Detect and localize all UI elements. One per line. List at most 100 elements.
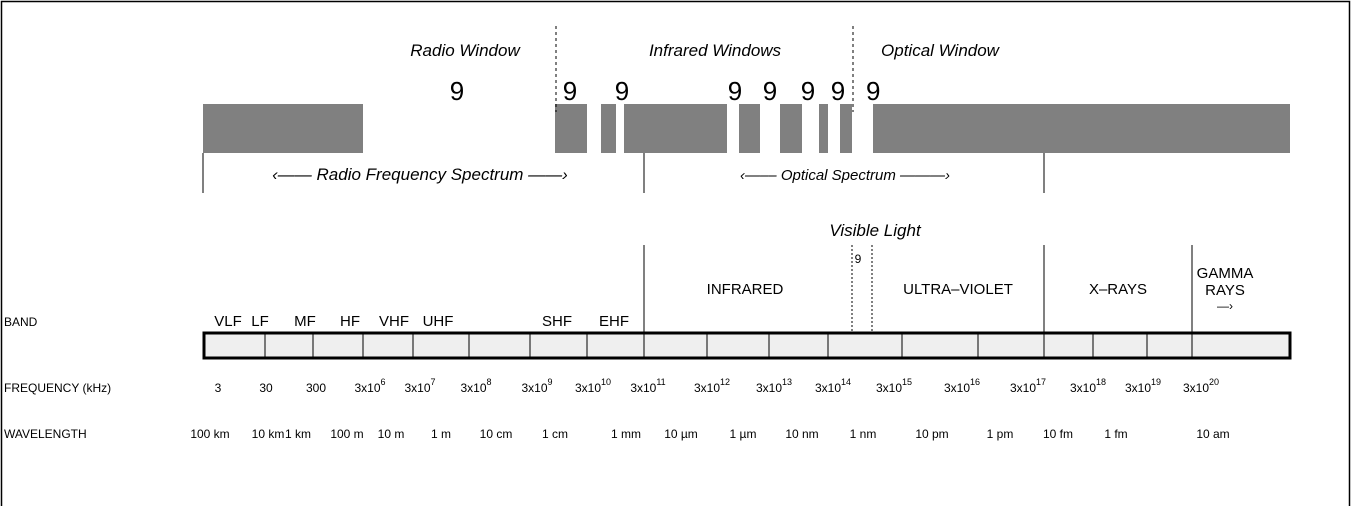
frequency-exp: 11 bbox=[656, 377, 665, 387]
window-glyph: 9 bbox=[763, 76, 777, 106]
frequency-exp: 8 bbox=[487, 377, 492, 387]
band: SHF bbox=[542, 313, 572, 330]
frequency-exp: 15 bbox=[902, 377, 912, 387]
frequency: 300 bbox=[306, 381, 326, 395]
frequency-exp: 12 bbox=[720, 377, 730, 387]
wavelength: 10 pm bbox=[915, 427, 948, 441]
optical-window: Optical Window bbox=[881, 41, 1001, 60]
frequency-base: 3x10 bbox=[575, 381, 601, 395]
wavelength: 100 m bbox=[330, 427, 363, 441]
wavelength: 10 cm bbox=[480, 427, 513, 441]
frequency: 3x1013 bbox=[756, 377, 792, 395]
band-box bbox=[202, 331, 1292, 360]
frequency-base: 3x10 bbox=[404, 381, 430, 395]
frequency-exp: 20 bbox=[1209, 377, 1219, 387]
frequency: 3x109 bbox=[521, 377, 552, 395]
frequency: 3x107 bbox=[404, 377, 435, 395]
frequency-exp: 18 bbox=[1096, 377, 1106, 387]
frequency-base: 3x10 bbox=[1125, 381, 1151, 395]
frequency-exp: 9 bbox=[548, 377, 553, 387]
frequency-exp: 14 bbox=[841, 377, 851, 387]
frequency-exp: 16 bbox=[970, 377, 980, 387]
wavelength: 1 pm bbox=[987, 427, 1014, 441]
wavelength: 10 m bbox=[378, 427, 405, 441]
radio-window: Radio Window bbox=[410, 41, 521, 60]
window-bars bbox=[203, 104, 1290, 153]
frequency: 30 bbox=[259, 381, 273, 395]
frequency: 3x1015 bbox=[876, 377, 912, 395]
wavelength: 1 fm bbox=[1104, 427, 1127, 441]
frequency-base: 300 bbox=[306, 381, 326, 395]
frequency-exp: 13 bbox=[782, 377, 792, 387]
band: VHF bbox=[379, 313, 409, 330]
wavelength: 1 km bbox=[285, 427, 311, 441]
wavelength: 10 fm bbox=[1043, 427, 1073, 441]
wavelength: 10 am bbox=[1196, 427, 1229, 441]
frequency-base: 3x10 bbox=[756, 381, 782, 395]
window-glyph: 9 bbox=[728, 76, 742, 106]
radio-spectrum: ‹—— Radio Frequency Spectrum ——› bbox=[272, 165, 568, 184]
band: UHF bbox=[423, 313, 454, 330]
wavelength: 10 nm bbox=[785, 427, 818, 441]
wavelength: 10 km bbox=[252, 427, 285, 441]
ultraviolet: ULTRA–VIOLET bbox=[903, 281, 1013, 298]
xrays: X–RAYS bbox=[1089, 281, 1147, 298]
frequency: 3x1020 bbox=[1183, 377, 1219, 395]
band-cells bbox=[264, 333, 1193, 358]
window-glyph: 9 bbox=[831, 76, 845, 106]
frequency: 3x106 bbox=[354, 377, 385, 395]
frequency: 3x1011 bbox=[630, 377, 665, 395]
frequency-base: 3x10 bbox=[1070, 381, 1096, 395]
gamma-arrow: —› bbox=[1217, 299, 1233, 313]
window-glyph: 9 bbox=[615, 76, 629, 106]
window-glyph: 9 bbox=[866, 76, 880, 106]
frequency-base: 3x10 bbox=[354, 381, 380, 395]
infrared: INFRARED bbox=[707, 281, 784, 298]
frequency-base: 3x10 bbox=[460, 381, 486, 395]
frequency: 3x108 bbox=[460, 377, 491, 395]
dividers bbox=[202, 26, 1193, 332]
frequency-base: 3x10 bbox=[1183, 381, 1209, 395]
frequency: 3x1018 bbox=[1070, 377, 1106, 395]
wavelength: 1 nm bbox=[850, 427, 877, 441]
frequency-base: 3 bbox=[215, 381, 222, 395]
wavelength: 1 mm bbox=[611, 427, 641, 441]
frequency-exp: 17 bbox=[1036, 377, 1046, 387]
frequency: 3 bbox=[215, 381, 222, 395]
gamma: GAMMA bbox=[1197, 265, 1254, 282]
frequency-base: 30 bbox=[259, 381, 273, 395]
frequency: 3x1019 bbox=[1125, 377, 1161, 395]
band-label: BAND bbox=[4, 315, 38, 329]
wavelength: 100 km bbox=[190, 427, 229, 441]
rays: RAYS bbox=[1205, 282, 1245, 299]
frequency: 3x1016 bbox=[944, 377, 980, 395]
frequency-base: 3x10 bbox=[521, 381, 547, 395]
frequency-exp: 10 bbox=[601, 377, 611, 387]
frequency: 3x1010 bbox=[575, 377, 611, 395]
band: EHF bbox=[599, 313, 629, 330]
frequency: 3x1014 bbox=[815, 377, 851, 395]
frequency-base: 3x10 bbox=[694, 381, 720, 395]
frequency-base: 3x10 bbox=[815, 381, 841, 395]
frequency: 3x1012 bbox=[694, 377, 730, 395]
frequency-base: 3x10 bbox=[1010, 381, 1036, 395]
infrared-windows: Infrared Windows bbox=[649, 41, 782, 60]
visible-light: Visible Light bbox=[829, 221, 922, 240]
window-glyph: 9 bbox=[801, 76, 815, 106]
window-glyph: 9 bbox=[450, 76, 464, 106]
wavelength: 10 µm bbox=[664, 427, 698, 441]
frequency-base: 3x10 bbox=[876, 381, 902, 395]
frequency-exp: 7 bbox=[431, 377, 436, 387]
band: MF bbox=[294, 313, 316, 330]
frequency-base: 3x10 bbox=[630, 381, 656, 395]
band: LF bbox=[251, 313, 269, 330]
band: HF bbox=[340, 313, 360, 330]
wavelength: 1 cm bbox=[542, 427, 568, 441]
visible-glyph: 9 bbox=[855, 252, 862, 266]
optical-spectrum: ‹—–– Optical Spectrum ———› bbox=[740, 167, 950, 184]
frequency-exp: 19 bbox=[1151, 377, 1161, 387]
wavelength: 1 m bbox=[431, 427, 451, 441]
window-glyph: 9 bbox=[563, 76, 577, 106]
